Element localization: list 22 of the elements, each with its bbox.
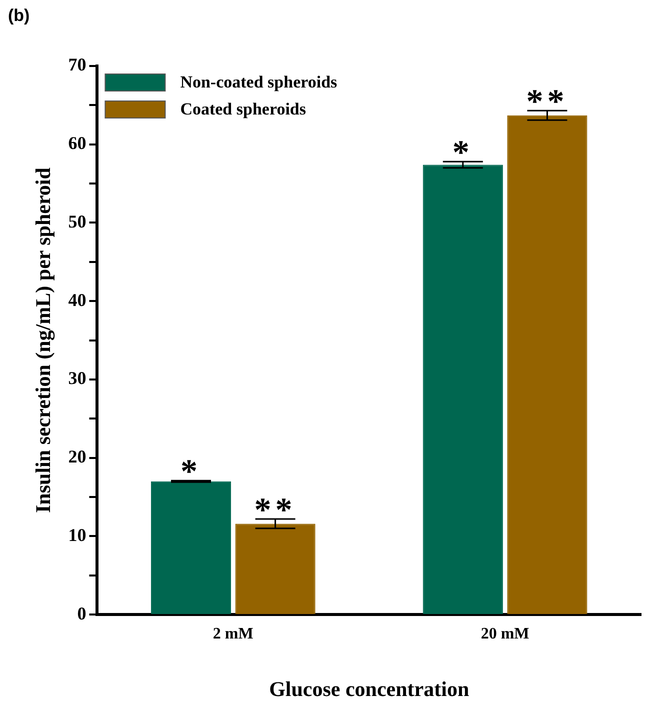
legend-label: Non-coated spheroids xyxy=(180,72,338,92)
y-tick-label: 70 xyxy=(68,54,86,75)
x-tick-label: 20 mM xyxy=(480,625,530,642)
y-tick-label: 0 xyxy=(77,603,86,624)
y-tick-label: 30 xyxy=(68,368,86,388)
y-tick-label: 60 xyxy=(68,133,86,154)
annotation: * xyxy=(452,134,474,172)
y-tick-label: 50 xyxy=(68,211,86,232)
annotation: * xyxy=(180,454,202,491)
bar xyxy=(150,481,232,614)
bar xyxy=(507,115,588,614)
x-tick-label: 2 mM xyxy=(212,625,254,642)
y-tick-label: 40 xyxy=(68,290,86,310)
y-axis-title: Insulin secretion (ng/mL) per spheroid xyxy=(31,167,56,513)
annotation: ** xyxy=(526,84,568,121)
y-tick-label: 20 xyxy=(68,446,86,467)
bar xyxy=(235,524,316,614)
legend-label: Coated spheroids xyxy=(180,99,306,118)
y-tick-label: 10 xyxy=(68,524,86,545)
x-axis-title: Glucose concentration xyxy=(269,676,470,701)
bar xyxy=(422,164,503,614)
chart-title: (b) xyxy=(8,6,30,26)
